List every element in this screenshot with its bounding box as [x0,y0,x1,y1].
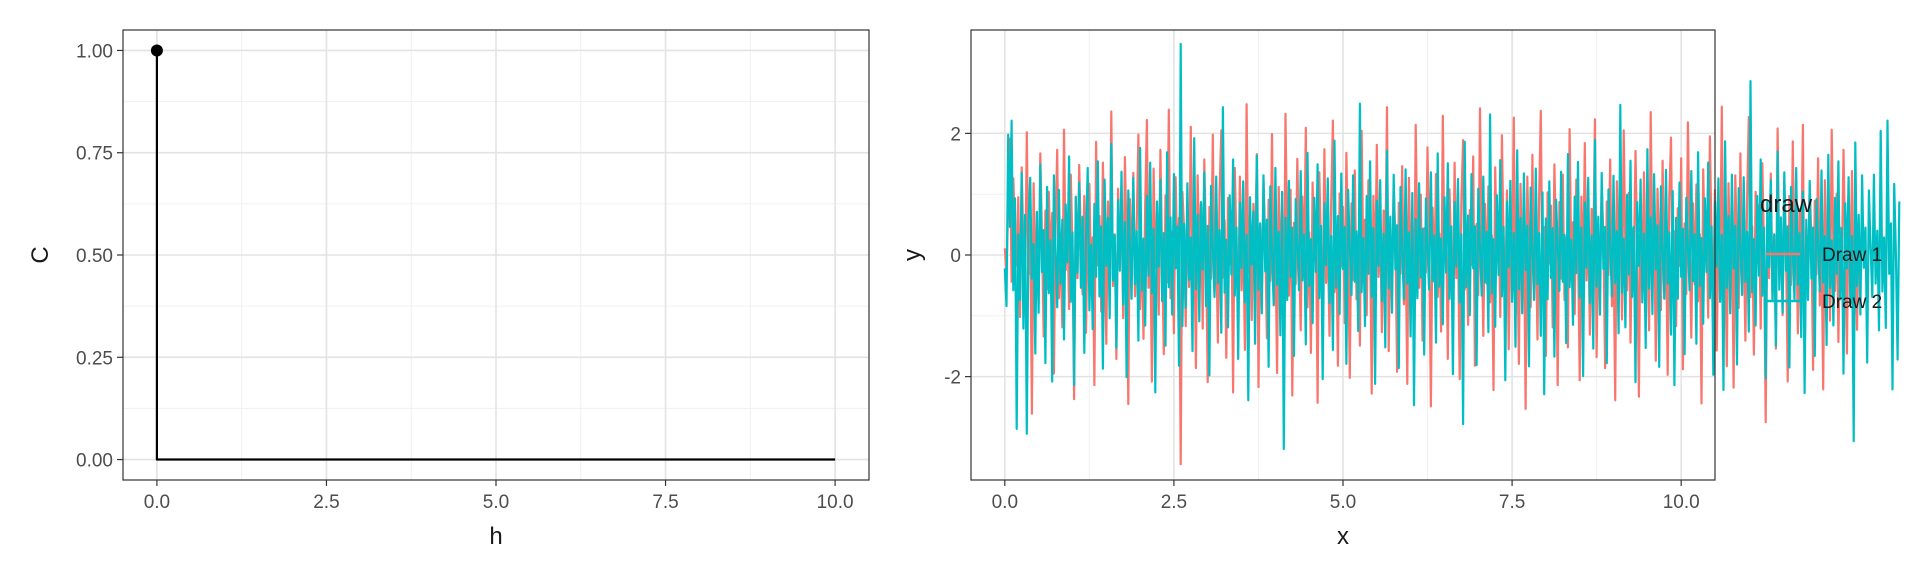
x-tick-label: 10.0 [1663,492,1700,513]
y-tick-label: 0.00 [76,451,113,472]
x-tick-label: 5.0 [483,492,509,513]
x-tick-label: 0.0 [144,492,170,513]
x-tick-label: 10.0 [817,492,854,513]
x-tick-label: 2.5 [1161,492,1187,513]
ticks-correlation: 0.0 2.5 5.0 7.5 10.0 0.00 0.25 0.50 0.75 1.00 [76,41,854,513]
y-tick-label: 0 [950,246,961,267]
legend: draw Draw 1 Draw 2 [1760,191,1882,313]
gridlines-correlation [123,30,869,480]
x-axis-title-draws: x [1337,523,1349,550]
marks-draws [1003,42,1901,466]
y-tick-label: 0.50 [76,246,113,267]
y-tick-label: -2 [944,368,961,389]
x-axis-title-correlation: h [489,523,502,550]
ticks-draws: 0.0 2.5 5.0 7.5 10.0 -2 0 2 [944,124,1700,513]
marks-correlation [150,44,836,461]
y-tick-label: 0.75 [76,144,113,165]
legend-label-draw-1: Draw 1 [1822,245,1882,266]
correlation-panel: 0.0 2.5 5.0 7.5 10.0 0.00 0.25 0.50 0.75 1.00 h C [27,29,870,550]
x-tick-label: 7.5 [1499,492,1525,513]
draws-panel: 0.0 2.5 5.0 7.5 10.0 -2 0 2 x y [899,29,1901,550]
x-tick-label: 7.5 [652,492,678,513]
x-tick-label: 5.0 [1330,492,1356,513]
y-tick-label: 0.25 [76,348,113,369]
series-line-draw-2 [1003,42,1901,451]
series-line-draw-1 [1003,103,1860,466]
legend-label-draw-2: Draw 2 [1822,292,1882,313]
legend-title: draw [1760,191,1813,218]
y-tick-label: 1.00 [76,41,113,62]
y-axis-title-draws: y [899,249,926,261]
y-axis-title-correlation: C [27,246,54,263]
x-tick-label: 0.0 [992,492,1018,513]
series-line [155,50,836,461]
x-tick-label: 2.5 [313,492,339,513]
data-point [150,44,163,57]
y-tick-label: 2 [950,124,961,145]
